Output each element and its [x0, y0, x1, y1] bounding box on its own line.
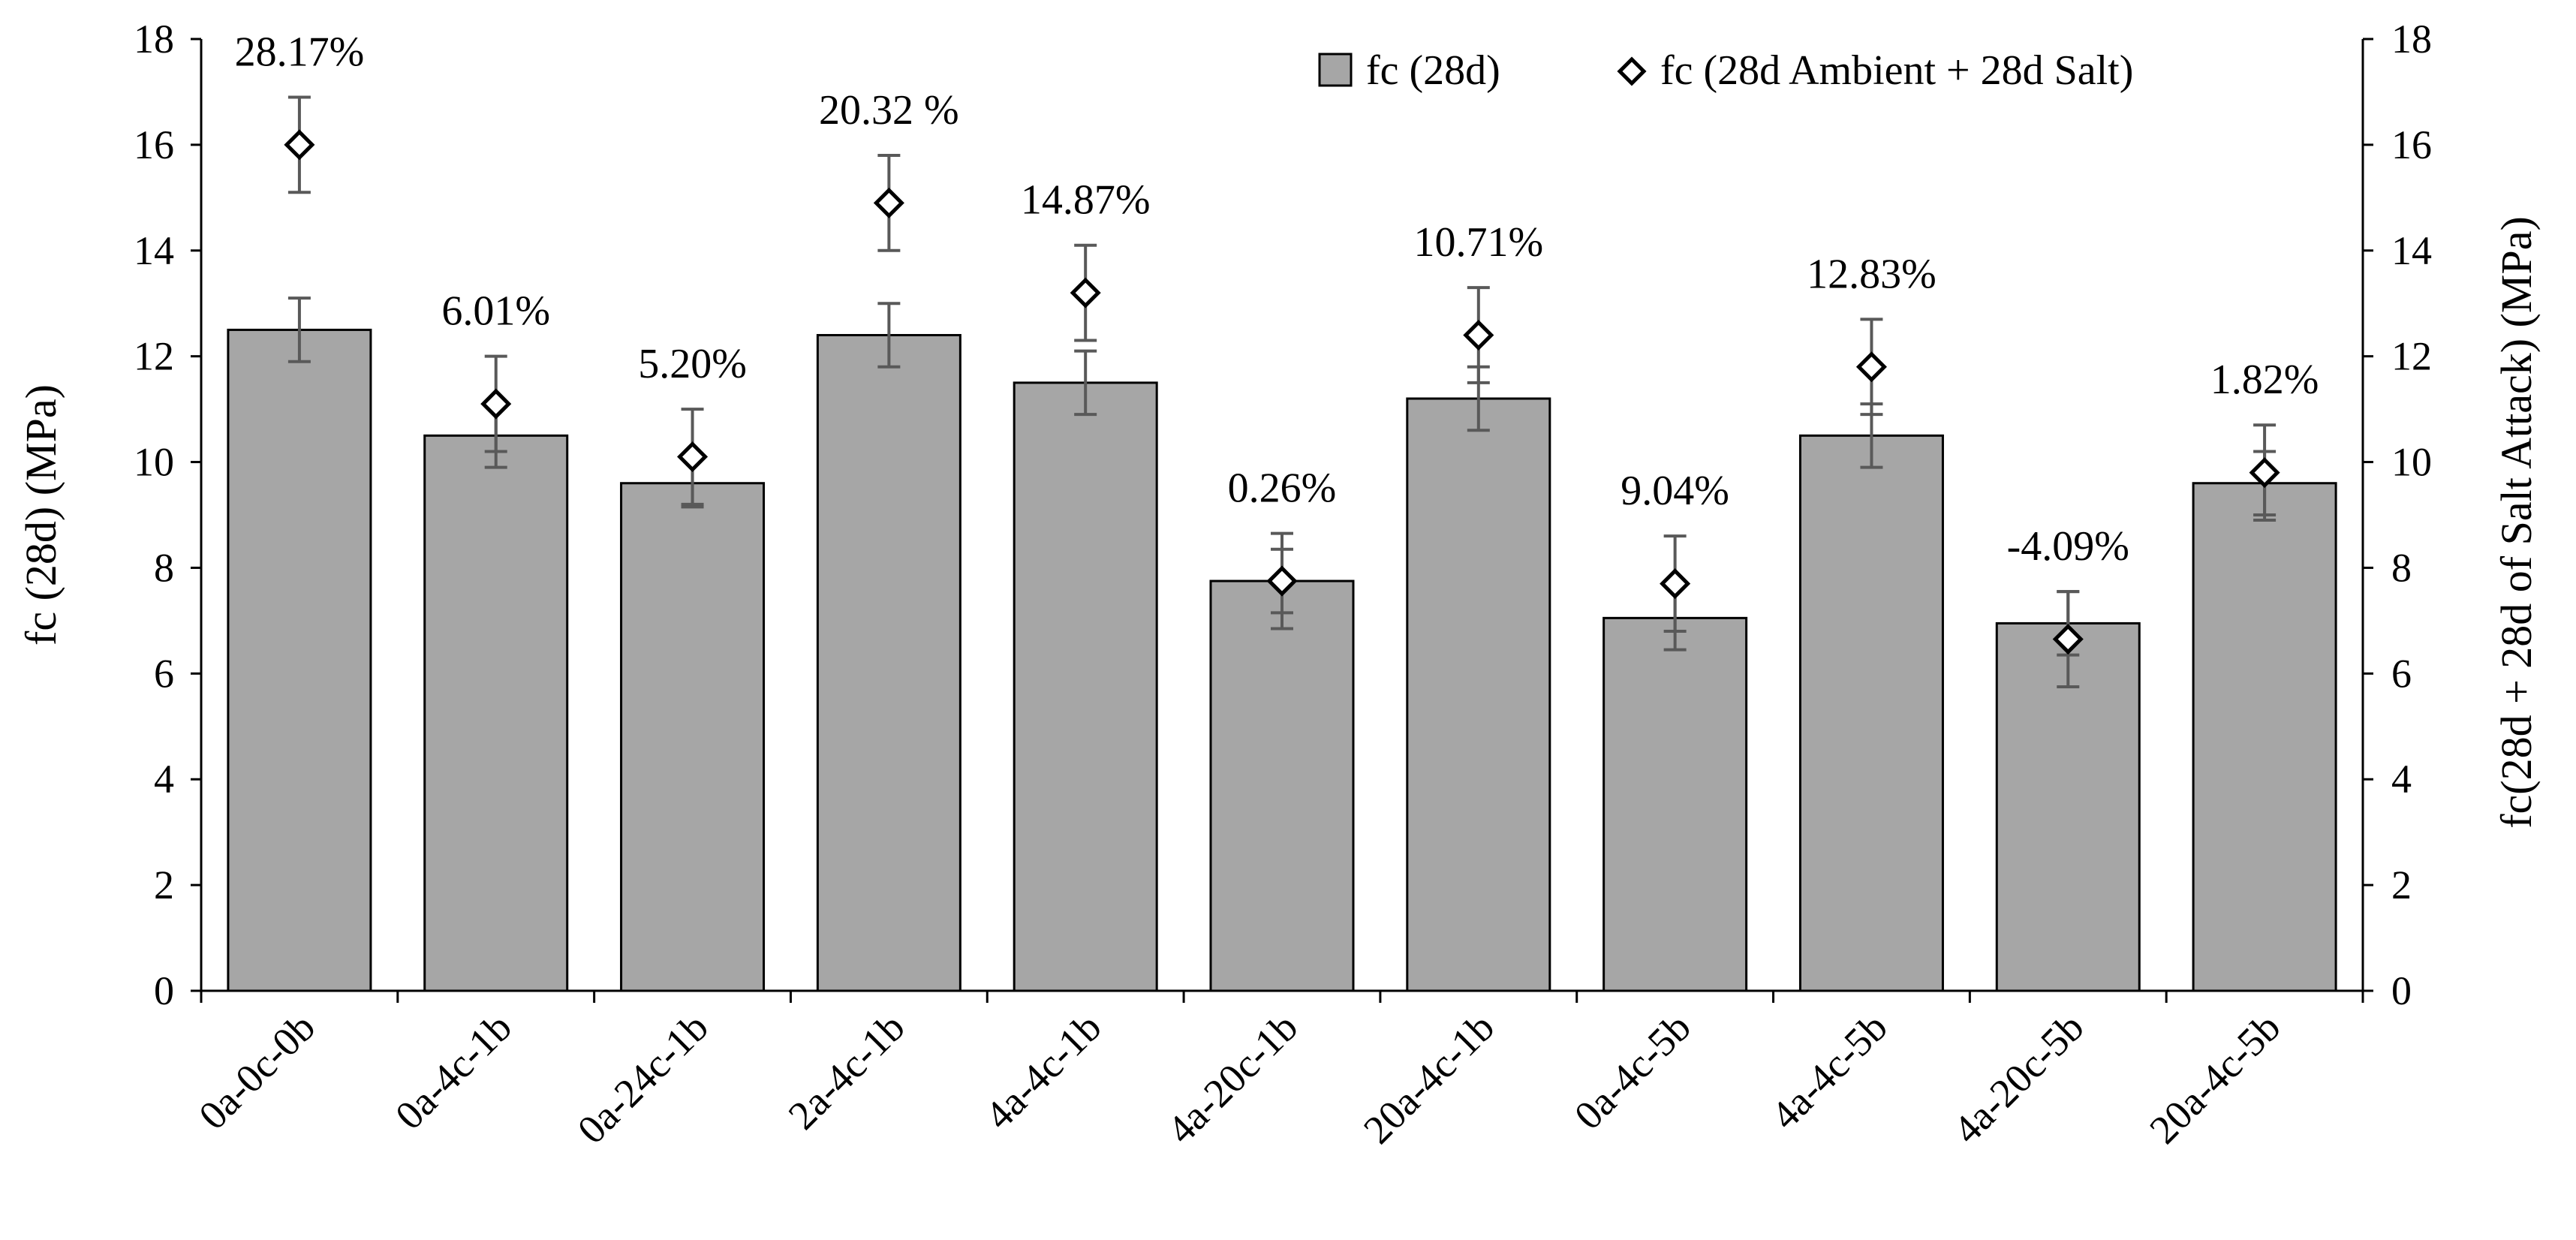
x-category-label: 0a-0c-0b [190, 1004, 324, 1138]
bar [1406, 397, 1551, 992]
legend-diamond-icon [1617, 56, 1647, 86]
diamond-marker [873, 187, 904, 218]
diamond-marker [1660, 568, 1691, 600]
right-tick-label: 0 [2391, 968, 2412, 1013]
right-tick-label: 4 [2391, 757, 2412, 802]
diamond-marker [1463, 319, 1494, 351]
diamond-marker [677, 441, 709, 473]
x-category-label: 2a-4c-1b [780, 1004, 913, 1138]
right-axis-ticks: 0 2 4 6 8 10 12 14 16 18 [2391, 17, 2432, 1013]
left-tick-label: 12 [134, 334, 174, 379]
diamond-marker [2052, 624, 2084, 655]
right-tick-label: 18 [2391, 17, 2432, 62]
left-axis-title: fc (28d) (MPa) [17, 384, 65, 646]
legend: fc (28d) fc (28d Ambient + 28d Salt) [1318, 47, 2133, 94]
diamond-marker-series [284, 129, 2280, 655]
left-tick-label: 0 [154, 968, 174, 1013]
bar [1602, 616, 1748, 992]
legend-bar-label: fc (28d) [1366, 47, 1500, 94]
legend-marker-label: fc (28d Ambient + 28d Salt) [1660, 47, 2133, 94]
x-category-label: 4a-4c-5b [1762, 1004, 1896, 1138]
x-category-label: 4a-20c-1b [1158, 1004, 1306, 1152]
right-tick-label: 6 [2391, 651, 2412, 696]
bar [816, 333, 961, 992]
data-label: 20.32 % [819, 87, 959, 134]
x-category-label: 0a-4c-1b [387, 1004, 520, 1138]
diamond-marker [480, 388, 512, 420]
diamond-marker [1266, 565, 1298, 597]
data-label: 28.17% [235, 29, 365, 75]
bar [1798, 434, 1944, 992]
left-tick-label: 14 [134, 228, 174, 273]
left-tick-label: 18 [134, 17, 174, 62]
data-label: -4.09% [2007, 523, 2129, 570]
data-label: 6.01% [441, 288, 550, 335]
right-axis-title: fc(28d + 28d of Salt Attack) (MPa) [2492, 216, 2541, 829]
x-category-label: 0a-4c-5b [1566, 1004, 1699, 1138]
data-label: 12.83% [1807, 251, 1937, 297]
x-axis-category-labels: 0a-0c-0b 0a-4c-1b 0a-24c-1b 2a-4c-1b 4a-4c-1… [190, 1004, 2289, 1152]
right-tick-label: 10 [2391, 440, 2432, 485]
data-label: 14.87% [1021, 177, 1151, 224]
bar [620, 482, 766, 992]
axes-lines [191, 38, 2373, 1003]
data-label: 1.82% [2210, 357, 2319, 403]
left-tick-label: 4 [154, 757, 174, 802]
percentage-data-labels: 28.17% 6.01% 5.20% 20.32 % 14.87% 0.26% 10.71%… [235, 29, 2319, 570]
bar-error-bar [877, 302, 901, 369]
left-tick-label: 8 [154, 545, 174, 590]
x-category-label: 4a-4c-1b [977, 1004, 1110, 1138]
left-tick-label: 2 [154, 862, 174, 907]
bar [227, 328, 372, 992]
left-axis-ticks: 0 2 4 6 8 10 12 14 16 18 [134, 17, 174, 1013]
left-tick-label: 6 [154, 651, 174, 696]
right-tick-label: 16 [2391, 122, 2432, 167]
bar [1209, 579, 1355, 992]
legend-bar-swatch [1318, 53, 1353, 87]
bar [1013, 381, 1158, 992]
right-tick-label: 2 [2391, 862, 2412, 907]
data-label: 5.20% [638, 341, 747, 387]
diamond-marker [2249, 457, 2280, 489]
x-category-label: 4a-20c-5b [1945, 1004, 2093, 1152]
right-tick-label: 8 [2391, 545, 2412, 590]
data-label: 0.26% [1228, 465, 1337, 512]
bar-series [227, 328, 2337, 992]
right-tick-label: 12 [2391, 334, 2432, 379]
marker-error-bars [287, 95, 2277, 688]
bar-error-bar [1074, 349, 1097, 417]
x-category-label: 0a-24c-1b [569, 1004, 717, 1152]
data-label: 9.04% [1621, 468, 1729, 514]
bar-error-bar [287, 296, 311, 363]
x-category-label: 20a-4c-5b [2141, 1004, 2289, 1152]
bar [423, 434, 569, 992]
diamond-marker [1855, 351, 1887, 383]
diamond-marker [1070, 277, 1101, 308]
bar [2192, 482, 2337, 992]
x-category-label: 20a-4c-1b [1355, 1004, 1503, 1152]
diamond-marker [284, 129, 315, 161]
right-tick-label: 14 [2391, 228, 2432, 273]
data-label: 10.71% [1413, 219, 1543, 266]
left-tick-label: 10 [134, 440, 174, 485]
left-tick-label: 16 [134, 122, 174, 167]
